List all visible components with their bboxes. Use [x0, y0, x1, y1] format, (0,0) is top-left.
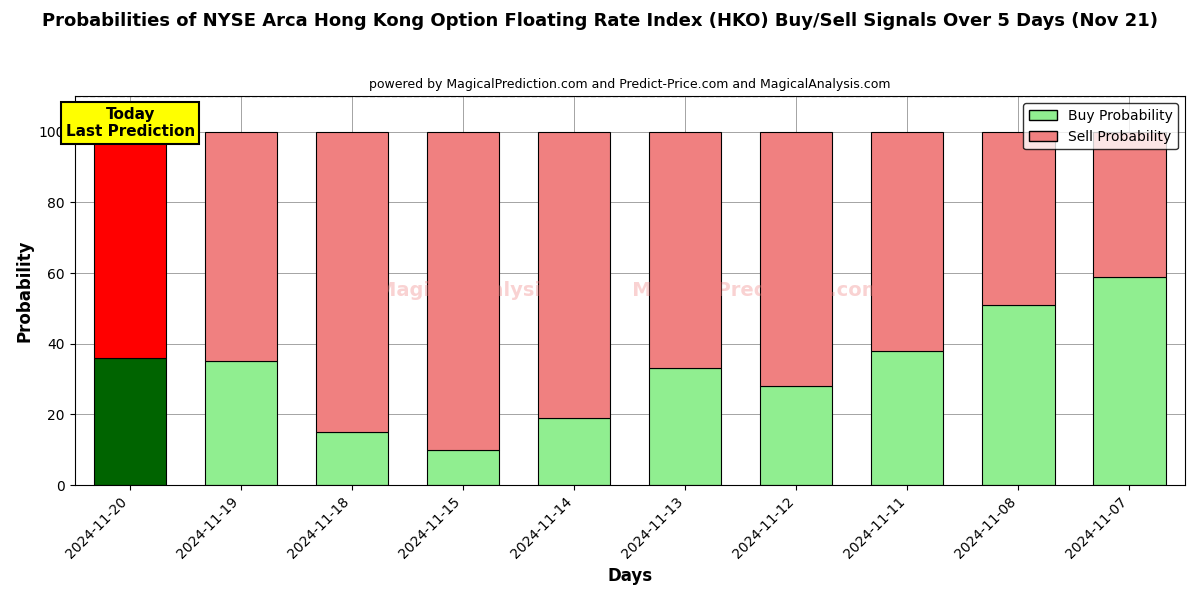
Bar	[1093, 131, 1165, 277]
Bar	[761, 131, 833, 386]
Bar	[649, 368, 721, 485]
X-axis label: Days: Days	[607, 567, 653, 585]
Bar	[539, 131, 611, 418]
Bar	[539, 418, 611, 485]
Bar	[871, 351, 943, 485]
Bar	[205, 131, 277, 361]
Bar	[427, 131, 499, 450]
Title: powered by MagicalPrediction.com and Predict-Price.com and MagicalAnalysis.com: powered by MagicalPrediction.com and Pre…	[370, 78, 890, 91]
Bar	[1093, 277, 1165, 485]
Bar	[983, 131, 1055, 305]
Text: Probabilities of NYSE Arca Hong Kong Option Floating Rate Index (HKO) Buy/Sell S: Probabilities of NYSE Arca Hong Kong Opt…	[42, 12, 1158, 30]
Bar	[983, 305, 1055, 485]
Bar	[649, 131, 721, 368]
Text: Today
Last Prediction: Today Last Prediction	[66, 107, 194, 139]
Bar	[205, 361, 277, 485]
Bar	[316, 432, 389, 485]
Bar	[316, 131, 389, 432]
Bar	[94, 131, 167, 358]
Bar	[761, 386, 833, 485]
Bar	[94, 358, 167, 485]
Text: MagicalAnalysis.com    MagicalPrediction.com: MagicalAnalysis.com MagicalPrediction.co…	[377, 281, 882, 300]
Bar	[427, 450, 499, 485]
Bar	[871, 131, 943, 351]
Legend: Buy Probability, Sell Probability: Buy Probability, Sell Probability	[1024, 103, 1178, 149]
Y-axis label: Probability: Probability	[16, 239, 34, 342]
